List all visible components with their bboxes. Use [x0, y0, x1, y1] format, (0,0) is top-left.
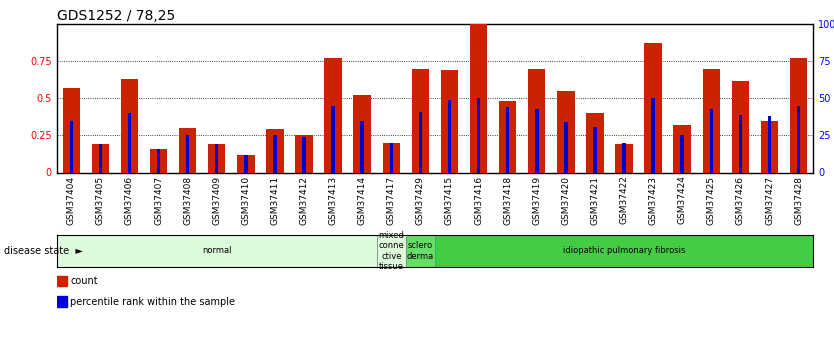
Bar — [761, 120, 778, 172]
Text: GSM37410: GSM37410 — [241, 176, 250, 225]
Bar — [681, 135, 684, 172]
Bar — [354, 95, 371, 172]
Text: GSM37405: GSM37405 — [96, 176, 105, 225]
Bar — [57, 276, 67, 286]
Text: GSM37408: GSM37408 — [183, 176, 192, 225]
Text: GSM37412: GSM37412 — [299, 176, 309, 225]
Bar — [98, 144, 102, 172]
Text: count: count — [70, 276, 98, 286]
Text: disease state  ►: disease state ► — [4, 246, 83, 256]
Text: GSM37409: GSM37409 — [212, 176, 221, 225]
Bar — [796, 106, 801, 172]
Bar — [69, 120, 73, 172]
Bar — [731, 80, 749, 172]
Text: percentile rank within the sample: percentile rank within the sample — [70, 297, 235, 307]
Bar — [435, 235, 813, 267]
Bar — [440, 70, 458, 172]
Bar — [186, 135, 189, 172]
Bar — [360, 120, 364, 172]
Bar — [790, 58, 807, 172]
Text: GSM37417: GSM37417 — [387, 176, 396, 225]
Bar — [768, 116, 771, 172]
Bar — [702, 69, 720, 172]
Bar — [57, 296, 67, 307]
Bar — [674, 125, 691, 172]
Text: GSM37418: GSM37418 — [503, 176, 512, 225]
Bar — [651, 98, 655, 172]
Text: GSM37426: GSM37426 — [736, 176, 745, 225]
Bar — [57, 235, 377, 267]
Text: GSM37404: GSM37404 — [67, 176, 76, 225]
Text: GDS1252 / 78,25: GDS1252 / 78,25 — [57, 9, 175, 23]
Bar — [389, 143, 393, 172]
Bar — [564, 122, 568, 172]
Text: GSM37419: GSM37419 — [532, 176, 541, 225]
Bar — [622, 143, 626, 172]
Text: mixed
conne
ctive
tissue: mixed conne ctive tissue — [379, 231, 404, 271]
Text: GSM37422: GSM37422 — [620, 176, 629, 225]
Text: GSM37425: GSM37425 — [707, 176, 716, 225]
Text: GSM37414: GSM37414 — [358, 176, 367, 225]
Bar — [215, 144, 219, 172]
Text: GSM37428: GSM37428 — [794, 176, 803, 225]
Bar — [92, 144, 109, 172]
Bar — [406, 235, 435, 267]
Bar — [710, 109, 713, 172]
Text: GSM37424: GSM37424 — [678, 176, 686, 225]
Bar — [150, 149, 168, 172]
Bar — [528, 69, 545, 172]
Bar — [470, 24, 487, 172]
Bar — [383, 143, 400, 172]
Bar — [586, 113, 604, 172]
Bar — [412, 69, 430, 172]
Bar — [274, 135, 277, 172]
Bar — [121, 79, 138, 172]
Bar — [477, 98, 480, 172]
Bar — [499, 101, 516, 172]
Bar — [377, 235, 406, 267]
Text: GSM37423: GSM37423 — [649, 176, 658, 225]
Bar — [331, 106, 334, 172]
Text: GSM37415: GSM37415 — [445, 176, 454, 225]
Bar — [237, 155, 254, 172]
Text: GSM37406: GSM37406 — [125, 176, 134, 225]
Bar — [244, 155, 248, 172]
Bar — [535, 109, 539, 172]
Bar — [419, 112, 422, 172]
Bar — [295, 135, 313, 172]
Bar — [208, 144, 225, 172]
Bar — [266, 129, 284, 172]
Text: GSM37407: GSM37407 — [154, 176, 163, 225]
Text: GSM37416: GSM37416 — [474, 176, 483, 225]
Text: GSM37413: GSM37413 — [329, 176, 338, 225]
Bar — [128, 113, 131, 172]
Bar — [157, 149, 160, 172]
Text: GSM37420: GSM37420 — [561, 176, 570, 225]
Bar — [179, 128, 196, 172]
Text: GSM37429: GSM37429 — [416, 176, 425, 225]
Text: GSM37427: GSM37427 — [765, 176, 774, 225]
Bar — [506, 107, 510, 172]
Bar — [739, 115, 742, 172]
Bar — [557, 91, 575, 172]
Bar — [302, 137, 306, 172]
Text: GSM37411: GSM37411 — [270, 176, 279, 225]
Bar — [324, 58, 342, 172]
Text: GSM37421: GSM37421 — [590, 176, 600, 225]
Bar — [645, 43, 662, 172]
Text: idiopathic pulmonary fibrosis: idiopathic pulmonary fibrosis — [563, 246, 686, 256]
Bar — [615, 144, 633, 172]
Bar — [593, 127, 596, 172]
Bar — [448, 100, 451, 172]
Bar — [63, 88, 80, 172]
Text: normal: normal — [202, 246, 232, 256]
Text: sclero
derma: sclero derma — [407, 241, 434, 261]
